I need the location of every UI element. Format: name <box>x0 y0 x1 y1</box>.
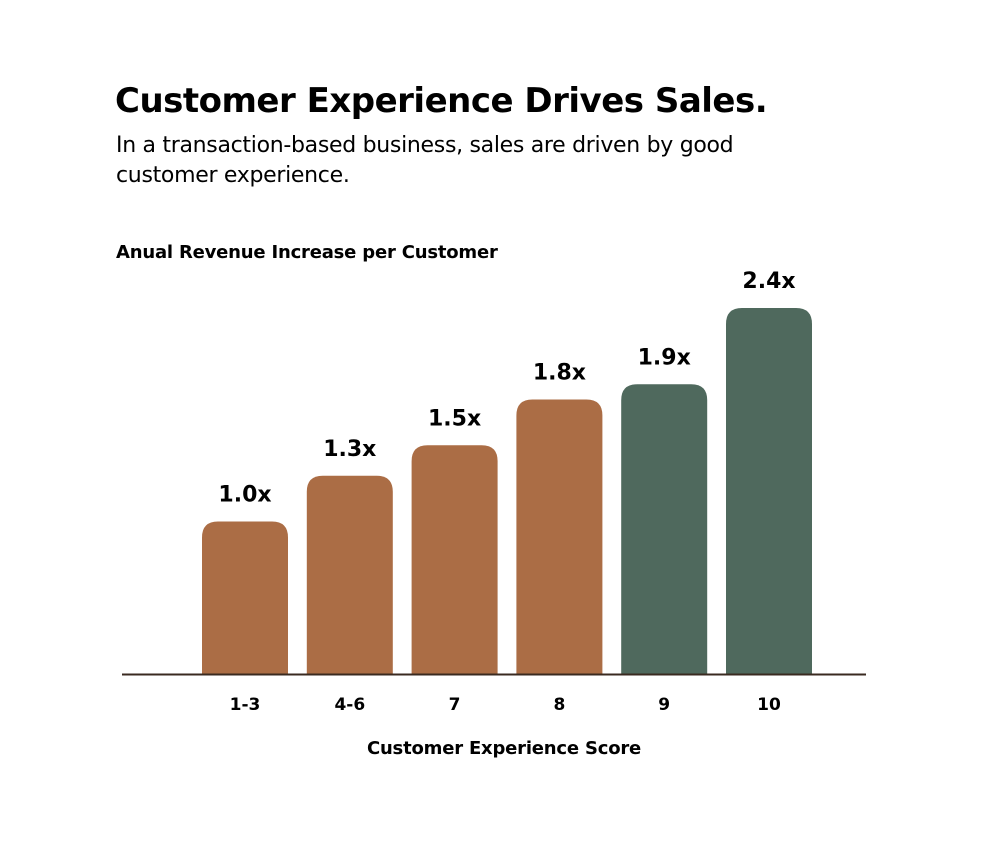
data-label-8: 1.8x <box>533 361 586 386</box>
chart-subtitle: In a transaction-based business, sales a… <box>116 133 734 188</box>
data-label-10: 2.4x <box>742 269 795 294</box>
bar-9 <box>621 384 708 674</box>
x-tick-label-4-6: 4-6 <box>334 695 365 715</box>
bar-10 <box>726 308 812 674</box>
bar-4-6 <box>306 475 393 674</box>
x-tick-label-9: 9 <box>658 695 670 715</box>
data-label-4-6: 1.3x <box>323 437 376 462</box>
x-tick-label-8: 8 <box>553 695 565 715</box>
x-tick-label-1-3: 1-3 <box>230 695 261 715</box>
x-axis-label: Customer Experience Score <box>366 738 642 759</box>
x-tick-label-7: 7 <box>449 695 461 715</box>
x-tick-label-10: 10 <box>757 695 781 715</box>
bar-7 <box>411 445 498 674</box>
chart-title: Customer Experience Drives Sales. <box>115 81 768 121</box>
bar-1-3 <box>202 521 288 674</box>
data-label-1-3: 1.0x <box>218 483 271 508</box>
data-label-7: 1.5x <box>428 406 481 431</box>
y-axis-label: Anual Revenue Increase per Customer <box>116 242 498 263</box>
bar-8 <box>516 399 603 674</box>
data-label-9: 1.9x <box>638 345 691 370</box>
